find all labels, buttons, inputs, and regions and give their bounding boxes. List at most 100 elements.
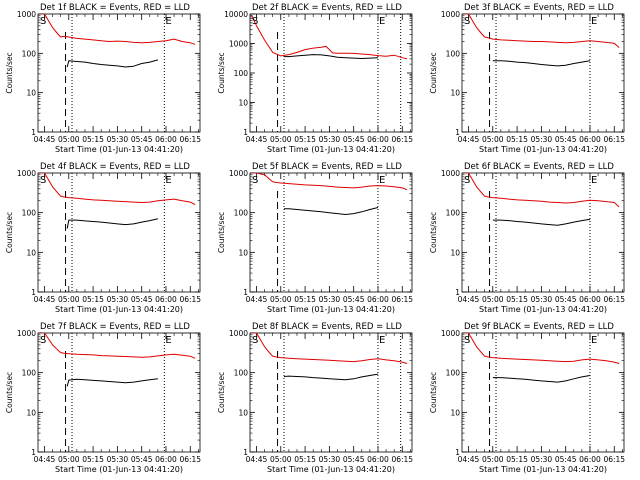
x-tick-label: 06:00: [367, 455, 389, 464]
x-tick-label: 05:45: [343, 455, 365, 464]
x-tick-label: 05:00: [482, 295, 504, 304]
x-tick-label: 04:45: [458, 455, 480, 464]
x-axis-label: Start Time (01-Jun-13 04:41:20): [267, 465, 395, 474]
chart-title: Det 2f BLACK = Events, RED = LLD: [252, 3, 402, 13]
chart-title: Det 6f BLACK = Events, RED = LLD: [464, 162, 614, 172]
y-tick-label: 1000: [441, 10, 460, 19]
end-marker: E: [591, 335, 597, 346]
x-tick-label: 05:30: [319, 295, 341, 304]
series-line-red: [463, 333, 620, 364]
y-tick-label: 100: [22, 369, 37, 378]
series-line-black: [66, 218, 159, 229]
series-line-black: [284, 54, 379, 59]
x-tick-label: 05:45: [555, 455, 577, 464]
chart-title: Det 7f BLACK = Events, RED = LLD: [40, 322, 190, 332]
chart-panel-1: Det 1f BLACK = Events, RED = LLD 1 10 100 10…: [5, 3, 201, 154]
y-tick-label: 1000: [441, 169, 460, 178]
end-marker: E: [591, 175, 597, 186]
x-tick-label: 05:00: [58, 135, 80, 144]
x-axis-label: Start Time (01-Jun-13 04:41:20): [479, 145, 607, 154]
x-tick-label: 06:00: [579, 295, 601, 304]
x-tick-label: 06:15: [179, 135, 201, 144]
plot-frame: [249, 172, 413, 293]
start-marker: S: [464, 16, 470, 27]
plot-frame: [249, 13, 413, 133]
series-line-black: [66, 59, 159, 68]
x-tick-label: 05:00: [270, 135, 292, 144]
series-line-red: [463, 14, 620, 48]
x-tick-label: 06:00: [155, 135, 177, 144]
y-tick-label: 1: [31, 128, 36, 137]
chart-title: Det 1f BLACK = Events, RED = LLD: [40, 3, 190, 13]
y-tick-label: 1: [243, 448, 248, 457]
y-tick-label: 1000: [17, 10, 36, 19]
y-axis-label: Counts/sec: [429, 52, 438, 93]
x-axis-label: Start Time (01-Jun-13 04:41:20): [55, 465, 183, 474]
y-tick-label: 1: [31, 448, 36, 457]
x-tick-label: 04:45: [34, 295, 56, 304]
y-axis-label: Counts/sec: [5, 52, 14, 93]
y-tick-label: 10: [238, 248, 248, 257]
y-tick-label: 1: [31, 288, 36, 297]
y-axis-label: Counts/sec: [217, 52, 226, 93]
plot-frame: [37, 172, 201, 293]
end-marker: E: [379, 175, 385, 186]
y-tick-label: 1: [455, 288, 460, 297]
x-tick-label: 06:15: [391, 135, 413, 144]
y-tick-label: 100: [234, 209, 249, 218]
end-marker: E: [165, 16, 171, 27]
x-tick-label: 05:15: [82, 455, 104, 464]
x-tick-label: 05:00: [482, 135, 504, 144]
start-marker: S: [252, 175, 258, 186]
y-tick-label: 1000: [229, 329, 248, 338]
chart-title: Det 9f BLACK = Events, RED = LLD: [464, 322, 614, 332]
series-line-red: [251, 173, 408, 191]
y-tick-label: 1000: [229, 169, 248, 178]
series-line-red: [39, 333, 196, 359]
y-tick-label: 100: [234, 369, 249, 378]
x-tick-label: 06:15: [179, 295, 201, 304]
start-marker: S: [464, 335, 470, 346]
plot-frame: [461, 332, 625, 453]
x-tick-label: 04:45: [458, 135, 480, 144]
y-tick-label: 10: [26, 89, 36, 98]
x-tick-label: 06:00: [155, 455, 177, 464]
x-tick-label: 04:45: [34, 455, 56, 464]
y-axis-label: Counts/sec: [217, 212, 226, 253]
x-tick-label: 05:45: [343, 135, 365, 144]
x-tick-label: 05:15: [506, 135, 528, 144]
y-tick-label: 100: [234, 69, 249, 78]
series-line-red: [251, 15, 408, 60]
x-tick-label: 05:00: [58, 455, 80, 464]
y-tick-label: 100: [446, 49, 461, 58]
plot-frame: [461, 13, 625, 133]
x-tick-label: 05:45: [555, 295, 577, 304]
series-line-red: [251, 333, 408, 364]
chart-panel-2: Det 2f BLACK = Events, RED = LLD 1 10 100 10…: [217, 3, 413, 154]
y-tick-label: 1: [243, 288, 248, 297]
end-marker: E: [379, 335, 385, 346]
series-line-red: [39, 173, 196, 206]
y-tick-label: 1000: [17, 329, 36, 338]
x-tick-label: 05:30: [107, 295, 129, 304]
x-tick-label: 05:30: [531, 295, 553, 304]
x-tick-label: 04:45: [34, 135, 56, 144]
x-axis-label: Start Time (01-Jun-13 04:41:20): [479, 305, 607, 314]
x-tick-label: 05:15: [294, 295, 316, 304]
chart-panel-6: Det 6f BLACK = Events, RED = LLD 1 10 100 10…: [429, 162, 625, 314]
x-axis-label: Start Time (01-Jun-13 04:41:20): [267, 305, 395, 314]
x-tick-label: 05:15: [506, 455, 528, 464]
chart-panel-7: Det 7f BLACK = Events, RED = LLD 1 10 100 10…: [5, 322, 201, 474]
y-tick-label: 10: [26, 248, 36, 257]
series-line-black: [492, 218, 591, 226]
x-tick-label: 06:15: [179, 455, 201, 464]
x-tick-label: 05:00: [270, 295, 292, 304]
x-tick-label: 06:15: [391, 295, 413, 304]
x-tick-label: 05:30: [319, 135, 341, 144]
x-tick-label: 06:00: [367, 295, 389, 304]
end-marker: E: [591, 16, 597, 27]
x-tick-label: 05:45: [343, 295, 365, 304]
x-tick-label: 05:15: [294, 135, 316, 144]
x-tick-label: 06:00: [579, 455, 601, 464]
